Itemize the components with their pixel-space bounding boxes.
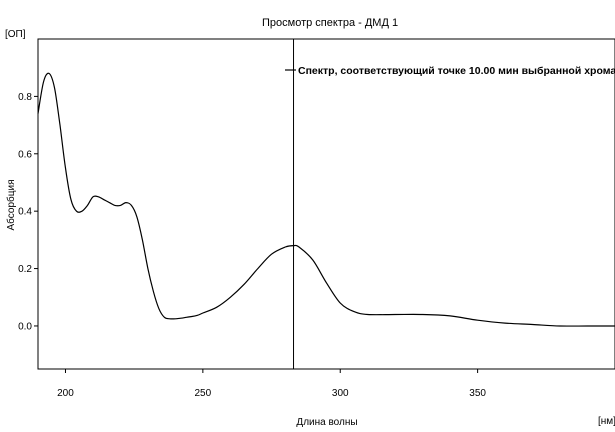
x-tick-label: 350 (469, 388, 486, 399)
y-tick-label: 0.8 (18, 92, 32, 103)
series-group (37, 72, 615, 327)
y-tick-label: 0.0 (18, 321, 32, 332)
y-axis-ticks: 0.0 0.2 0.4 0.6 0.8 (18, 92, 38, 332)
y-unit-label: [ОП] (5, 29, 26, 40)
y-tick-label: 0.4 (18, 207, 32, 218)
y-tick-label: 0.2 (18, 264, 32, 275)
x-axis-ticks: 200 250 300 350 (57, 369, 486, 399)
x-unit-label: [нм] (598, 416, 615, 427)
window-title: Просмотр спектра - ДМД 1 (262, 17, 398, 29)
x-tick-label: 300 (332, 388, 349, 399)
legend-entry: Спектр, соответствующий точке 10.00 мин … (298, 65, 615, 77)
x-tick-label: 250 (195, 388, 212, 399)
x-axis-label: Длина волны (296, 417, 357, 428)
x-tick-label: 200 (57, 388, 74, 399)
plot-frame (37, 38, 615, 370)
y-axis-label: Абсорбция (5, 180, 17, 231)
spectrum-line (37, 72, 615, 327)
y-tick-label: 0.6 (18, 149, 32, 160)
